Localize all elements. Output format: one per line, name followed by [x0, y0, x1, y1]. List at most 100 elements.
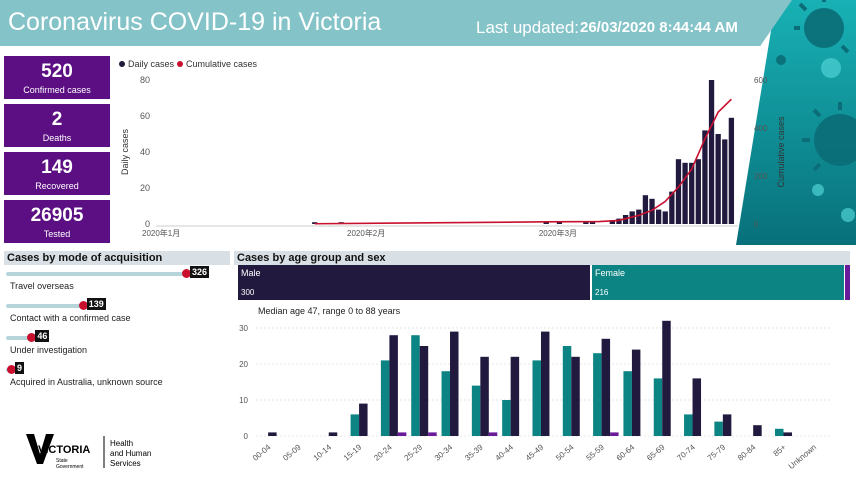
acquisition-row[interactable]: 9 Acquired in Australia, unknown source	[6, 362, 216, 390]
age-bar	[450, 331, 459, 436]
acquisition-bar	[6, 336, 32, 340]
x-tick-label: 85+	[772, 442, 788, 458]
age-group-chart[interactable]: 0 10 20 30 00-04 05-09 10-14 15-19 20-24 25-29 30-…	[232, 318, 852, 484]
acquisition-bar	[6, 304, 83, 308]
cumulative-line	[314, 98, 732, 225]
acquisition-row[interactable]: 46 Under investigation	[6, 330, 216, 358]
dept-line2: and Human	[110, 449, 151, 458]
age-bar	[623, 371, 632, 436]
age-bar	[350, 414, 360, 436]
age-section-title: Cases by age group and sex	[234, 251, 850, 265]
daily-bar	[556, 222, 563, 224]
x-tick-label: 2020年1月	[142, 228, 180, 238]
legend-cumulative-label: Cumulative cases	[186, 59, 258, 69]
daily-bar	[649, 198, 655, 224]
daily-bar	[616, 218, 622, 224]
age-bar	[480, 356, 489, 436]
age-bar	[502, 400, 511, 436]
daily-bar	[583, 222, 589, 224]
y-tick-label: 20	[140, 183, 150, 193]
other-sex-bar[interactable]	[845, 265, 850, 300]
male-value: 300	[241, 288, 255, 297]
acquisition-marker	[78, 301, 88, 310]
age-bar	[610, 432, 619, 436]
kpi-deaths[interactable]: 2 Deaths	[4, 104, 110, 147]
dept-line3: Services	[110, 459, 141, 468]
age-bar	[571, 356, 580, 436]
kpi-label: Confirmed cases	[23, 85, 91, 95]
victoria-government-logo: VICTORIA State Government Health and Hum…	[24, 432, 164, 477]
daily-bar	[669, 191, 675, 224]
acquisition-row[interactable]: 326 Travel overseas	[6, 266, 216, 294]
kpi-value: 2	[51, 109, 63, 130]
age-bar	[268, 432, 277, 436]
kpi-confirmed-cases[interactable]: 520 Confirmed cases	[4, 56, 110, 99]
daily-cases-chart[interactable]: Daily cases Cumulative cases 0 20 40 60 80 0 200…	[112, 56, 792, 246]
age-bar	[411, 335, 420, 436]
daily-bar	[636, 209, 642, 224]
age-bar	[428, 432, 437, 436]
x-tick-label: 2020年2月	[347, 228, 385, 238]
x-tick-label: 35-39	[463, 442, 485, 462]
age-bar	[328, 432, 338, 436]
kpi-value: 520	[41, 61, 73, 82]
kpi-tested[interactable]: 26905 Tested	[4, 200, 110, 243]
y-tick-label: 20	[239, 360, 248, 369]
acquisition-marker	[182, 269, 191, 278]
male-bar[interactable]: Male 300	[238, 265, 590, 300]
logo-mark: VICTORIA State Government Health and Hum…	[26, 434, 151, 470]
age-bar	[662, 320, 671, 436]
x-tick-label: 65-69	[645, 442, 667, 462]
x-tick-label: 40-44	[494, 442, 516, 462]
daily-bar	[675, 159, 682, 224]
x-tick-label: 2020年3月	[539, 228, 577, 238]
x-tick-label: 20-24	[372, 442, 394, 462]
x-tick-label: 00-04	[251, 442, 273, 462]
age-bar	[540, 331, 550, 436]
header-bar	[0, 0, 792, 46]
x-tick-label: 70-74	[675, 442, 697, 462]
age-bar	[471, 385, 481, 436]
x-tick-label: 50-54	[554, 442, 576, 462]
daily-bar	[655, 209, 662, 224]
x-tick-label: 75-79	[706, 442, 728, 462]
acquisition-label: Acquired in Australia, unknown source	[10, 377, 163, 387]
acquisition-row[interactable]: 139 Contact with a confirmed case	[6, 298, 216, 326]
x-tick-label: 45-49	[524, 442, 546, 462]
age-bar	[488, 432, 498, 436]
acquisition-marker	[6, 365, 16, 374]
daily-bar	[689, 162, 695, 224]
age-bar	[397, 432, 407, 436]
virus-background	[736, 0, 856, 484]
kpi-value: 26905	[30, 205, 84, 226]
kpi-label: Recovered	[35, 181, 79, 191]
legend-daily-marker	[119, 61, 125, 67]
last-updated-label: Last updated:	[476, 18, 580, 37]
acquisition-value: 139	[86, 298, 106, 310]
x-tick-label: 60-64	[615, 442, 637, 462]
y-tick-label: 60	[140, 111, 150, 121]
y2-tick-label: 0	[754, 220, 759, 229]
y2-axis-label: Cumulative cases	[776, 116, 786, 188]
page-title: Coronavirus COVID-19 in Victoria	[8, 8, 382, 36]
kpi-recovered[interactable]: 149 Recovered	[4, 152, 110, 195]
acquisition-section-title: Cases by mode of acquisition	[4, 251, 230, 265]
y2-tick-label: 600	[754, 76, 768, 85]
age-bar	[753, 425, 762, 436]
acquisition-marker	[27, 333, 37, 342]
age-bar	[510, 356, 520, 436]
daily-bar	[715, 134, 721, 224]
daily-bar	[642, 195, 649, 224]
y-tick-label: 80	[140, 75, 150, 85]
female-bar[interactable]: Female 216	[592, 265, 844, 300]
y-tick-label: 0	[145, 219, 150, 229]
daily-bar	[708, 80, 715, 224]
daily-bar	[722, 139, 728, 224]
age-bar	[562, 346, 572, 436]
age-bar	[380, 360, 390, 436]
x-tick-label: 55-59	[584, 442, 606, 462]
y2-tick-label: 200	[754, 172, 768, 181]
logo-wordmark: VICTORIA	[38, 444, 90, 456]
acquisition-value: 326	[190, 266, 210, 278]
